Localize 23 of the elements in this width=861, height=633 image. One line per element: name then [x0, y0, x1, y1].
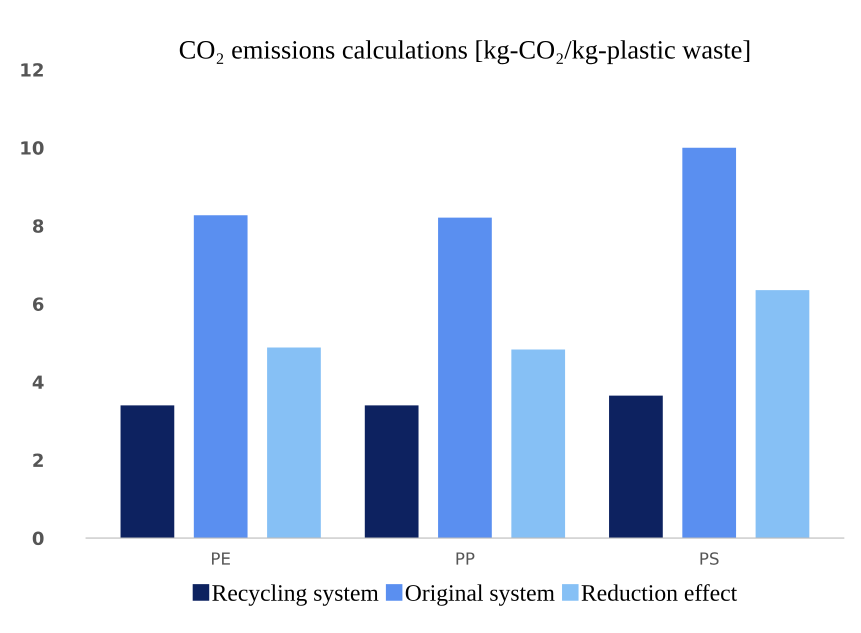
bar [364, 405, 419, 538]
bar [194, 215, 248, 538]
y-tick-label: 10 [21, 141, 44, 155]
bar [682, 148, 736, 538]
bar [120, 405, 174, 538]
bar [267, 348, 321, 538]
x-tick-label: PS [700, 552, 719, 565]
bar [756, 290, 810, 538]
y-tick-label: 6 [32, 297, 44, 311]
chart-title: CO₂ emissions calculations [kg-CO₂/kg-plastic waste] [180, 40, 750, 64]
legend-label: Recycling system [212, 584, 378, 606]
bar [438, 218, 492, 538]
y-tick-label: 12 [21, 63, 43, 76]
x-tick-label: PE [212, 552, 230, 565]
y-tick-label: 4 [32, 376, 44, 389]
y-tick-label: 2 [33, 453, 43, 467]
legend-label: Original system [406, 584, 555, 606]
legend-label: Reduction effect [582, 584, 738, 601]
x-tick-label: PP [456, 552, 474, 565]
y-tick-label: 0 [32, 532, 44, 546]
bar [511, 350, 566, 538]
bar [609, 396, 663, 538]
y-tick-label: 8 [32, 219, 44, 233]
